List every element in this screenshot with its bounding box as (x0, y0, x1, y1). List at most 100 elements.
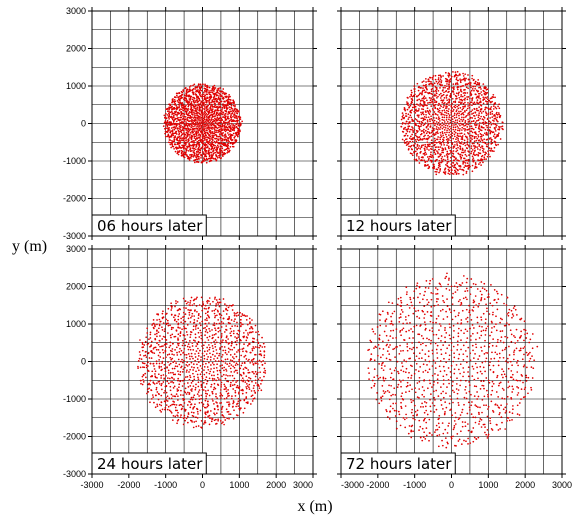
data-point (184, 419, 186, 422)
data-point (219, 371, 222, 374)
data-point (479, 140, 482, 143)
data-point (168, 353, 171, 356)
data-point (183, 133, 185, 135)
data-point (161, 408, 164, 411)
data-point (412, 130, 414, 132)
data-point (435, 128, 438, 130)
data-point (469, 130, 471, 133)
data-point (228, 93, 230, 96)
data-point (178, 363, 181, 366)
data-point (167, 405, 170, 408)
data-point (176, 422, 178, 425)
data-point (197, 103, 200, 106)
data-point (444, 124, 447, 127)
data-point (198, 86, 201, 88)
data-point (451, 165, 454, 167)
data-point (233, 371, 236, 373)
data-point (419, 148, 422, 150)
data-point (204, 378, 207, 381)
data-point (206, 331, 209, 334)
data-point (444, 84, 446, 87)
data-point (454, 119, 457, 122)
data-point (214, 87, 217, 89)
data-point (209, 134, 211, 136)
data-point (469, 139, 472, 142)
data-point (196, 127, 199, 130)
data-point (415, 129, 418, 132)
y-tick-label: 1000 (66, 81, 86, 91)
data-point (185, 122, 188, 125)
data-point (200, 380, 202, 383)
data-point (253, 347, 255, 350)
data-point (189, 105, 192, 107)
data-point (155, 362, 158, 365)
data-point (473, 115, 476, 117)
data-point (191, 398, 194, 401)
data-point (475, 133, 478, 135)
data-point (497, 132, 500, 135)
data-point (209, 356, 212, 358)
data-point (450, 133, 452, 136)
data-point (455, 147, 458, 150)
data-point (161, 329, 164, 331)
data-point (196, 310, 198, 313)
data-point (193, 375, 195, 378)
data-point (214, 104, 217, 107)
data-point (468, 113, 471, 116)
data-point (242, 372, 245, 375)
data-point (225, 368, 227, 371)
data-point (436, 96, 438, 99)
data-point (437, 127, 440, 129)
data-point (424, 149, 426, 152)
data-point (451, 172, 454, 175)
data-point (208, 335, 211, 338)
data-point (220, 112, 222, 115)
data-point (225, 125, 227, 128)
data-point (199, 329, 202, 332)
data-point (424, 129, 427, 132)
data-point (431, 113, 434, 116)
data-point (485, 124, 488, 127)
data-point (460, 141, 463, 143)
data-point (229, 99, 232, 101)
data-point (197, 89, 199, 91)
data-point (467, 114, 469, 116)
data-point (251, 347, 254, 350)
data-point (227, 134, 230, 136)
data-point (254, 346, 257, 348)
data-point (215, 159, 218, 161)
data-point (201, 375, 204, 378)
data-point (213, 110, 216, 113)
data-point (443, 155, 446, 157)
data-point (231, 134, 234, 137)
data-point (184, 391, 187, 394)
data-point (428, 145, 431, 148)
data-point (447, 367, 450, 369)
data-point (177, 333, 180, 336)
data-point (188, 129, 191, 132)
data-point (252, 357, 255, 360)
data-point (450, 113, 453, 115)
data-point (489, 137, 492, 139)
data-point (169, 122, 172, 125)
data-point (227, 351, 230, 353)
data-point (470, 130, 473, 133)
data-point (209, 370, 212, 373)
data-point (206, 358, 209, 361)
data-point (167, 141, 170, 144)
data-point (153, 401, 155, 404)
data-point (431, 154, 434, 157)
data-point (229, 385, 232, 388)
data-point (196, 342, 198, 345)
data-point (247, 371, 250, 374)
data-point (428, 113, 431, 116)
data-point (193, 107, 195, 109)
data-point (226, 126, 229, 129)
data-point (404, 134, 407, 137)
data-point (254, 324, 257, 327)
data-point (178, 386, 180, 389)
data-point (416, 138, 419, 141)
data-point (209, 106, 212, 108)
data-point (450, 130, 452, 133)
data-point (472, 112, 475, 115)
